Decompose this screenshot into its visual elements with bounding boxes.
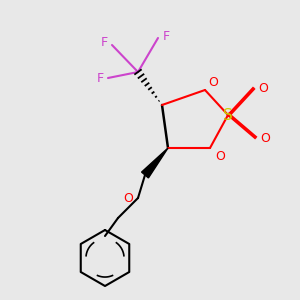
Text: O: O bbox=[123, 191, 133, 205]
Text: F: F bbox=[100, 37, 108, 50]
Text: O: O bbox=[208, 76, 218, 89]
Text: O: O bbox=[215, 149, 225, 163]
Text: S: S bbox=[223, 107, 233, 122]
Polygon shape bbox=[142, 148, 168, 178]
Text: F: F bbox=[96, 71, 103, 85]
Text: F: F bbox=[162, 29, 169, 43]
Text: O: O bbox=[258, 82, 268, 94]
Text: O: O bbox=[260, 131, 270, 145]
